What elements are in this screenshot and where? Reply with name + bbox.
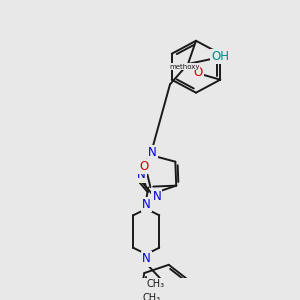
Text: O: O — [140, 160, 149, 173]
Text: O: O — [194, 66, 203, 79]
Text: N: N — [136, 169, 146, 182]
Text: CH₃: CH₃ — [146, 279, 165, 289]
Text: CH₃: CH₃ — [142, 293, 160, 300]
Text: N: N — [142, 198, 151, 211]
Text: N: N — [153, 190, 161, 203]
Text: N: N — [142, 252, 151, 266]
Text: N: N — [148, 146, 157, 159]
Text: OH: OH — [211, 50, 229, 63]
Text: methoxy: methoxy — [169, 64, 200, 70]
